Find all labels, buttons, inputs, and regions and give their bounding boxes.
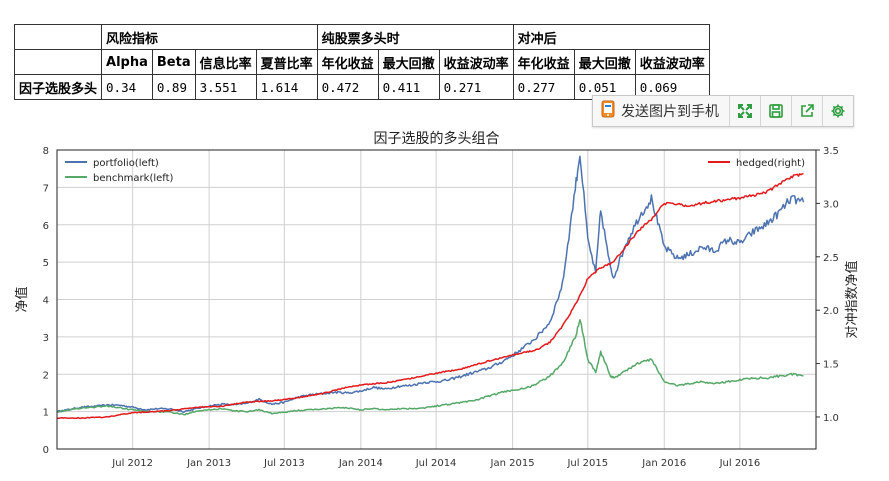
- y-right-tick-label: 2.5: [823, 253, 839, 264]
- plot-frame: [56, 149, 817, 450]
- col-header: Alpha: [101, 49, 153, 75]
- legend-label: benchmark(left): [93, 173, 174, 184]
- table-cell: 0.411: [377, 74, 440, 100]
- group-hedged: 对冲后: [512, 24, 710, 50]
- chart-title: 因子选股的多头组合: [374, 130, 500, 147]
- send-to-phone-label: 发送图片到手机: [621, 104, 719, 120]
- table-cell: 0.34: [101, 74, 153, 100]
- y-axis-label: 净值: [14, 286, 30, 312]
- table-cell: 3.551: [194, 74, 257, 100]
- x-tick-label: Jul 2014: [415, 458, 457, 469]
- col-header: 夏普比率: [255, 49, 318, 75]
- col-header: 信息比率: [194, 49, 257, 75]
- y-tick-label: 2: [43, 370, 49, 381]
- row-label: 因子选股多头: [13, 74, 103, 100]
- table-cell: 0.271: [438, 74, 514, 100]
- group-risk: 风险指标: [101, 24, 318, 50]
- series-line-hedgedright: [56, 172, 804, 420]
- x-tick-label: Jul 2016: [719, 458, 761, 469]
- group-long-only: 纯股票多头时: [316, 24, 514, 50]
- x-tick-label: Jul 2015: [566, 458, 608, 469]
- x-tick-label: Jan 2014: [338, 458, 383, 469]
- phone-icon: [601, 100, 615, 122]
- image-toolbar: 发送图片到手机: [592, 95, 854, 127]
- save-button[interactable]: [761, 96, 792, 126]
- group-header-row: 风险指标 纯股票多头时 对冲后: [13, 24, 710, 50]
- gear-icon: [830, 103, 846, 119]
- y-right-tick-label: 3.5: [823, 146, 839, 157]
- table-cell: 1.614: [255, 74, 318, 100]
- series-line-portfolioleft: [56, 155, 805, 414]
- y-tick-label: 4: [43, 296, 49, 307]
- corner-cell: [13, 24, 103, 50]
- table-cell: 0.277: [512, 74, 575, 100]
- table-row: 因子选股多头 0.34 0.89 3.551 1.614 0.472 0.411…: [13, 74, 710, 100]
- col-header: 年化收益: [512, 49, 575, 75]
- x-tick-label: Jan 2015: [490, 458, 535, 469]
- y-tick-label: 5: [43, 258, 49, 269]
- table-cell: 0.472: [316, 74, 379, 100]
- settings-button[interactable]: [823, 96, 853, 126]
- x-tick-label: Jul 2012: [111, 458, 153, 469]
- col-header: 收益波动率: [634, 49, 710, 75]
- column-header-row: Alpha Beta 信息比率 夏普比率 年化收益 最大回撤 收益波动率 年化收…: [13, 49, 710, 75]
- legend-label: portfolio(left): [93, 158, 159, 169]
- fullscreen-button[interactable]: [730, 96, 761, 126]
- y-right-tick-label: 1.0: [823, 413, 839, 424]
- legend-label: hedged(right): [736, 158, 805, 169]
- corner-cell-2: [13, 49, 103, 75]
- export-button[interactable]: [792, 96, 823, 126]
- y-right-tick-label: 1.5: [823, 360, 839, 371]
- save-icon: [768, 103, 784, 119]
- y-tick-label: 1: [43, 408, 49, 419]
- y-tick-label: 0: [43, 445, 49, 456]
- export-icon: [799, 103, 815, 119]
- col-header: Beta: [151, 49, 196, 75]
- col-header: 最大回撤: [573, 49, 636, 75]
- y-right-tick-label: 2.0: [823, 306, 839, 317]
- table-cell: 0.89: [151, 74, 196, 100]
- col-header: 收益波动率: [438, 49, 514, 75]
- line-chart: 因子选股的多头组合 0 1 2 3 4 5 6 7 8 1.0 1.5 2.0 2.5 3.0 3.5 Jul …: [14, 130, 860, 469]
- y-tick-label: 7: [43, 183, 49, 194]
- col-header: 最大回撤: [377, 49, 440, 75]
- series-line-benchmarkleft: [56, 319, 804, 416]
- y-tick-label: 3: [43, 333, 49, 344]
- col-header: 年化收益: [316, 49, 379, 75]
- x-tick-label: Jan 2013: [186, 458, 231, 469]
- x-tick-label: Jul 2013: [263, 458, 305, 469]
- send-to-phone-button[interactable]: 发送图片到手机: [593, 96, 730, 126]
- x-tick-label: Jan 2016: [641, 458, 686, 469]
- metrics-table: 风险指标 纯股票多头时 对冲后 Alpha Beta 信息比率 夏普比率 年化收…: [13, 24, 710, 100]
- y-right-axis-label: 对冲指数净值: [844, 260, 860, 338]
- y-right-tick-label: 3.0: [823, 199, 839, 210]
- y-tick-label: 8: [43, 146, 49, 157]
- y-tick-label: 6: [43, 221, 49, 232]
- fullscreen-icon: [737, 103, 753, 119]
